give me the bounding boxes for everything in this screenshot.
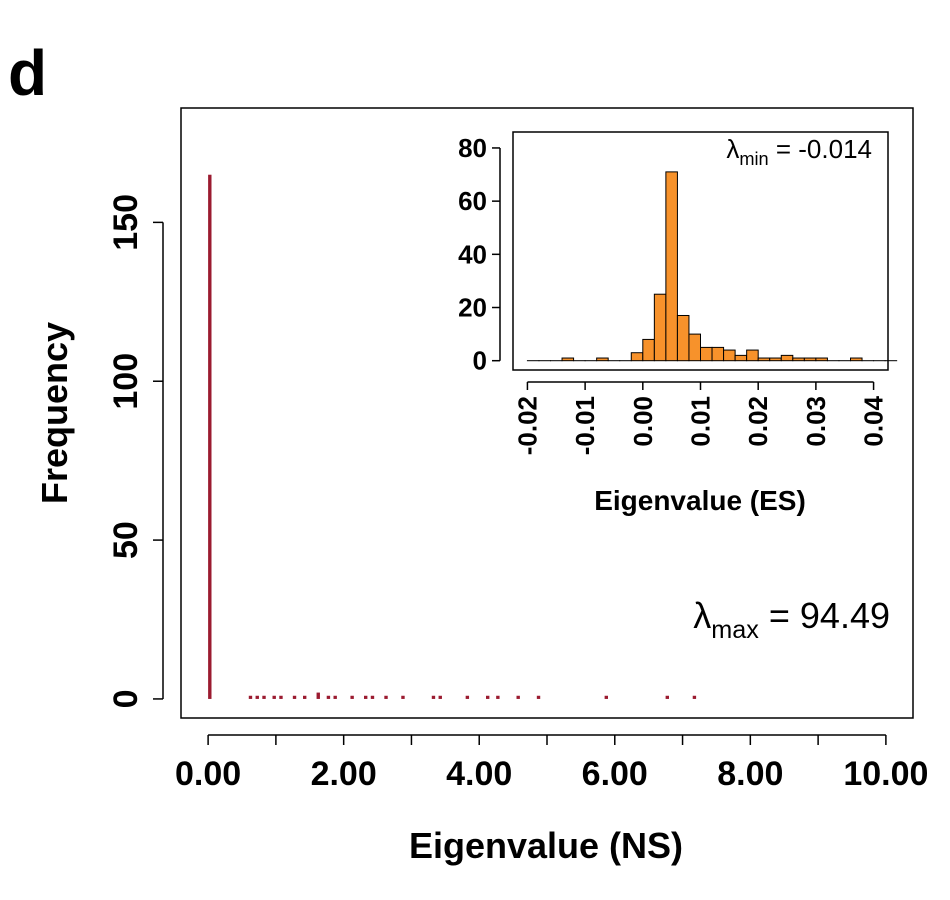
main-histogram: 0.00 2.00 4.00 6.00 8.00 10.00 0 50 100 150 Eige… [34,107,928,866]
inset-x-axis-title: Eigenvalue (ES) [594,485,806,516]
inset-x-tick-label: 0.01 [686,396,716,447]
main-bar [536,695,541,699]
inset-bar [665,171,678,362]
inset-background [513,132,888,370]
inset-x-tick-label: -0.02 [512,396,542,455]
main-bar [516,695,520,699]
main-bar [350,695,354,699]
inset-y-axis: 0 20 40 60 80 [458,133,501,376]
lambda-min-annotation: λmin = -0.014 [726,134,872,169]
main-x-tick-label: 4.00 [446,755,512,793]
inset-bar [653,293,667,362]
main-bar [604,695,608,699]
main-y-tick-label: 100 [107,353,145,410]
main-bar [255,695,259,699]
inset-bar [642,338,655,362]
main-bar [316,692,320,699]
inset-y-tick-label: 40 [458,239,487,269]
inset-bar [769,357,782,362]
main-bar [208,174,212,699]
inset-x-tick-label: 0.03 [801,396,831,447]
main-bar [401,695,405,699]
main-bar [438,695,442,699]
main-bar [272,695,276,699]
lambda-subscript-min: min [739,149,768,169]
main-plot-frame [180,107,914,719]
main-x-axis-title: Eigenvalue (NS) [409,825,683,866]
inset-bar [596,357,609,362]
inset-bar [561,357,575,362]
inset-y-tick-label: 0 [473,346,487,376]
lambda-subscript-max: max [711,616,759,644]
lambda-symbol: λ [726,134,739,164]
inset-bar [792,357,805,362]
inset-y-tick-label: 60 [458,186,487,216]
inset-bar [850,357,863,362]
main-bar [248,695,253,699]
main-y-tick-label: 50 [107,521,145,559]
inset-bar [723,349,736,362]
main-bar [303,695,307,699]
main-y-tick-label: 150 [107,194,145,251]
main-bar [292,695,297,699]
inset-bar [734,354,748,362]
main-bar [486,695,490,699]
inset-y-tick-label: 20 [458,293,487,323]
main-x-tick-label: 6.00 [582,755,648,793]
main-bar [333,695,337,699]
main-bar [692,695,697,699]
inset-bar [700,346,713,362]
main-y-tick-label: 0 [107,689,145,708]
main-y-axis-title: Frequency [34,322,75,504]
main-x-tick-label: 10.00 [843,755,928,793]
inset-x-tick-label: 0.02 [743,396,773,447]
main-bar [431,695,436,699]
lambda-max-value: = 94.49 [759,595,890,636]
main-x-axis: 0.00 2.00 4.00 6.00 8.00 10.00 [175,734,928,793]
main-bar [465,695,470,699]
main-bar [364,695,368,699]
main-x-tick-label: 8.00 [717,755,783,793]
main-bar [665,695,669,699]
main-x-tick-label: 2.00 [311,755,377,793]
panel-label: d [8,37,47,109]
main-bar [326,695,331,699]
inset-bar [711,346,725,362]
inset-bar [630,352,644,362]
inset-bar [803,357,817,362]
inset-x-tick-label: -0.01 [570,396,600,455]
main-bar [279,695,283,699]
main-x-tick-label: 0.00 [175,755,241,793]
inset-y-tick-label: 80 [458,133,487,163]
inset-bar [746,349,759,362]
inset-histogram: -0.02 -0.01 0.00 0.01 0.02 0.03 0.04 0 20 40 60 80… [458,131,898,516]
main-y-axis: 0 50 100 150 [107,194,164,708]
main-bars [208,174,697,699]
lambda-symbol: λ [693,595,711,636]
inset-bar [780,354,794,362]
inset-x-tick-label: 0.00 [628,396,658,447]
main-bar [370,695,375,699]
inset-x-tick-label: 0.04 [859,395,889,446]
inset-plot-frame [512,131,889,371]
inset-bar [757,357,771,362]
inset-x-axis: -0.02 -0.01 0.00 0.01 0.02 0.03 0.04 [512,381,889,455]
main-bar [262,695,266,699]
inset-bar [676,314,690,362]
lambda-max-annotation: λmax = 94.49 [693,595,890,644]
main-bar [384,695,388,699]
lambda-min-value: = -0.014 [769,134,872,164]
inset-bars [526,171,898,362]
main-bar [496,695,500,699]
inset-bar [688,333,702,362]
inset-bar [815,357,828,362]
